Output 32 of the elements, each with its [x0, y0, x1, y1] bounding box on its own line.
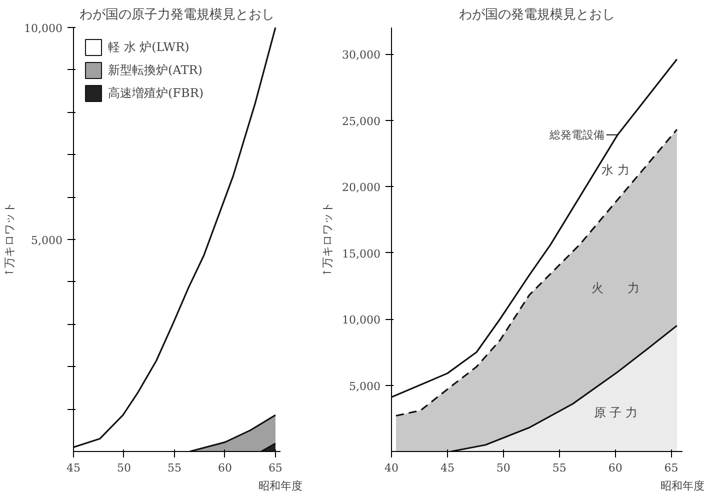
x-tick-label: 45 [440, 462, 454, 474]
y-tick-label: 10,000 [342, 314, 381, 326]
annotation: 原 子 力 [594, 405, 638, 420]
legend-label: 新型転換炉(ATR) [108, 62, 202, 78]
x-tick-label: 55 [167, 462, 182, 474]
y-tick-label: 5,000 [349, 380, 381, 393]
x-tick-label: 50 [116, 462, 131, 474]
y-axis-title: ↑万キロワット [321, 202, 334, 278]
y-tick-label: 5,000 [31, 234, 63, 247]
y-tick-label: 10,000 [24, 22, 63, 35]
chart-title: わが国の原子力発電規模見とおし [80, 8, 274, 22]
y-tick-label: 20,000 [342, 181, 381, 194]
y-tick-label: 25,000 [342, 114, 381, 128]
x-tick-label: 65 [664, 462, 678, 474]
x-tick-label: 60 [608, 462, 622, 474]
x-tick-label: 60 [218, 462, 232, 474]
x-axis-title: 昭和年度 [258, 480, 302, 492]
x-tick-label: 40 [384, 462, 398, 474]
annotation: 水 力 [602, 163, 630, 178]
x-tick-label: 55 [552, 462, 566, 474]
legend-label: 高速増殖炉(FBR) [108, 84, 204, 102]
chart-title: わが国の発電規模見とおし [459, 8, 615, 22]
x-tick-label: 45 [66, 462, 80, 474]
legend-label: 軽 水 炉(LWR) [108, 38, 190, 56]
annotation: 火 力 [592, 280, 640, 295]
y-tick-label: 15,000 [342, 247, 381, 260]
x-axis-title: 昭和年度 [660, 480, 704, 492]
legend-label: 総発電設備 [548, 128, 604, 142]
y-axis-title: ↑万キロワット [3, 202, 16, 278]
y-tick-label: 30,000 [342, 48, 381, 62]
x-tick-label: 65 [268, 462, 282, 474]
x-tick-label: 50 [496, 462, 510, 474]
